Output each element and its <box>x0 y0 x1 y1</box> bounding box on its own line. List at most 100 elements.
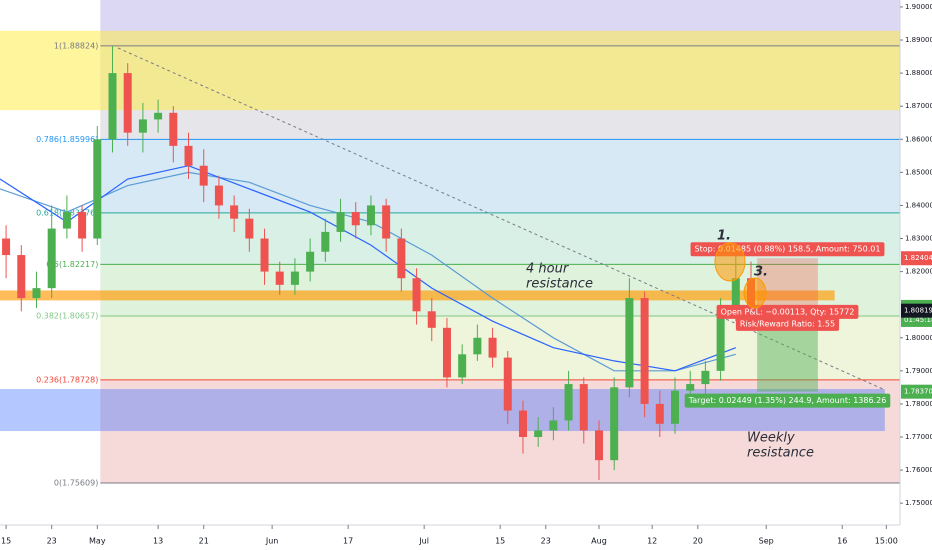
zone-note: 4 hour <box>526 262 570 277</box>
y-tick-label: 1.79000 <box>905 367 932 375</box>
candle-body <box>336 212 345 232</box>
wave-label: 1. <box>717 229 731 244</box>
candle-body <box>625 298 634 388</box>
candle-body <box>412 278 421 312</box>
label-bg <box>684 393 891 408</box>
y-tick-label: 1.89000 <box>905 36 932 44</box>
fib-label: 1(1.88824) <box>54 41 98 50</box>
label-box: Target: 0.02449 (1.35%) 244.9, Amount: 1… <box>684 393 891 408</box>
x-tick-label: 13 <box>153 537 163 546</box>
candle-body <box>290 271 299 285</box>
position-label: Stop: 0.01485 (0.88%) 158.5, Amount: 750… <box>695 245 881 254</box>
y-tick-label: 1.83000 <box>905 235 932 243</box>
x-tick-label: 23 <box>541 537 551 546</box>
y-tick-label: 1.90000 <box>905 3 932 11</box>
candle-body <box>716 311 725 371</box>
position-label: Risk/Reward Ratio: 1.55 <box>740 319 835 328</box>
y-tick-label: 1.77000 <box>905 433 932 441</box>
candle-body <box>731 278 740 312</box>
x-tick-label: Jun <box>265 537 279 546</box>
candle-body <box>17 255 26 299</box>
candle-body <box>442 327 451 378</box>
candle-body <box>671 390 679 424</box>
price-label: 1.82404 <box>904 254 932 262</box>
candle-body <box>275 271 284 285</box>
label-bg <box>716 304 859 319</box>
position-label: Target: 0.02449 (1.35%) 244.9, Amount: 1… <box>688 396 887 405</box>
fib-label: 0.382(1.80657) <box>36 312 98 321</box>
label-box: Risk/Reward Ratio: 1.55 <box>735 316 840 331</box>
candle-body <box>93 139 102 239</box>
y-tick-label: 1.84000 <box>905 201 932 209</box>
candle-body <box>351 212 360 226</box>
fib-label: 0.5(1.82217) <box>46 260 98 269</box>
candle-body <box>260 238 269 272</box>
y-tick-label: 1.85000 <box>905 168 932 176</box>
zone-note: resistance <box>526 277 593 292</box>
x-tick-label: 15 <box>1 537 11 546</box>
candle-body <box>366 205 375 226</box>
candle-body <box>47 228 56 289</box>
fib-fill <box>100 139 901 213</box>
plot-area: 1(1.88824)0.786(1.85996)0.618(1.83776)0.… <box>0 0 901 488</box>
x-tick-label: 15 <box>495 537 505 546</box>
highlight-circle <box>714 242 746 282</box>
candle-body <box>503 357 512 411</box>
x-tick-label: May <box>89 537 106 546</box>
x-tick-label: 12 <box>647 537 657 546</box>
candle-body <box>2 238 11 256</box>
x-tick-label: Jul <box>418 537 429 546</box>
candle-body <box>169 112 178 146</box>
candle-body <box>518 410 527 438</box>
x-tick-label: 16 <box>837 537 847 546</box>
candle-body <box>686 384 695 391</box>
label-box: Open P&L: −0.00113, Qty: 15772 <box>716 304 859 319</box>
candle-body <box>245 218 254 239</box>
candle-body <box>427 311 436 328</box>
price-label: 1.80819 <box>904 307 932 315</box>
candle-body <box>397 238 406 279</box>
x-tick-label: 20 <box>693 537 703 546</box>
y-tick-label: 1.80000 <box>905 334 932 342</box>
wave-label: 3. <box>754 265 768 280</box>
y-tick-label: 1.76000 <box>905 466 932 474</box>
label-bg <box>735 316 840 331</box>
candle-body <box>473 337 482 355</box>
y-tick-label: 1.78000 <box>905 400 932 408</box>
position-label: Open P&L: −0.00113, Qty: 15772 <box>721 307 855 316</box>
stop-zone <box>757 258 818 307</box>
trend-line <box>117 47 886 391</box>
candle-body <box>123 73 132 133</box>
candle-body <box>32 288 41 299</box>
x-tick-label: 23 <box>47 537 57 546</box>
candle-body <box>701 370 710 385</box>
candle-body <box>214 185 223 206</box>
candle-body <box>78 212 87 239</box>
candle-body <box>594 430 603 461</box>
candle-body <box>488 337 497 358</box>
zone-note: Weekly <box>747 431 795 446</box>
candle-body <box>230 205 239 219</box>
candle-body <box>62 212 71 229</box>
fib-fill <box>100 212 901 265</box>
candle-body <box>154 112 163 120</box>
zone-note: resistance <box>747 446 814 461</box>
candle-body <box>382 205 391 239</box>
candle-body <box>108 73 117 140</box>
highlight-circle <box>743 277 767 309</box>
y-tick-label: 1.87000 <box>905 102 932 110</box>
candle-body <box>610 387 619 461</box>
candle-body <box>534 430 543 438</box>
candle-body <box>321 231 330 252</box>
moving-average <box>0 165 737 372</box>
y-tick-label: 1.75000 <box>905 499 932 507</box>
candle-body <box>549 420 558 431</box>
y-tick-label: 1.82000 <box>905 268 932 276</box>
x-tick-label: Aug <box>591 537 607 546</box>
x-tick-label: 15:00 <box>875 537 898 546</box>
zone <box>0 30 900 111</box>
x-tick-label: 21 <box>199 537 209 546</box>
candle-body <box>640 298 649 404</box>
candle-body <box>306 251 315 272</box>
